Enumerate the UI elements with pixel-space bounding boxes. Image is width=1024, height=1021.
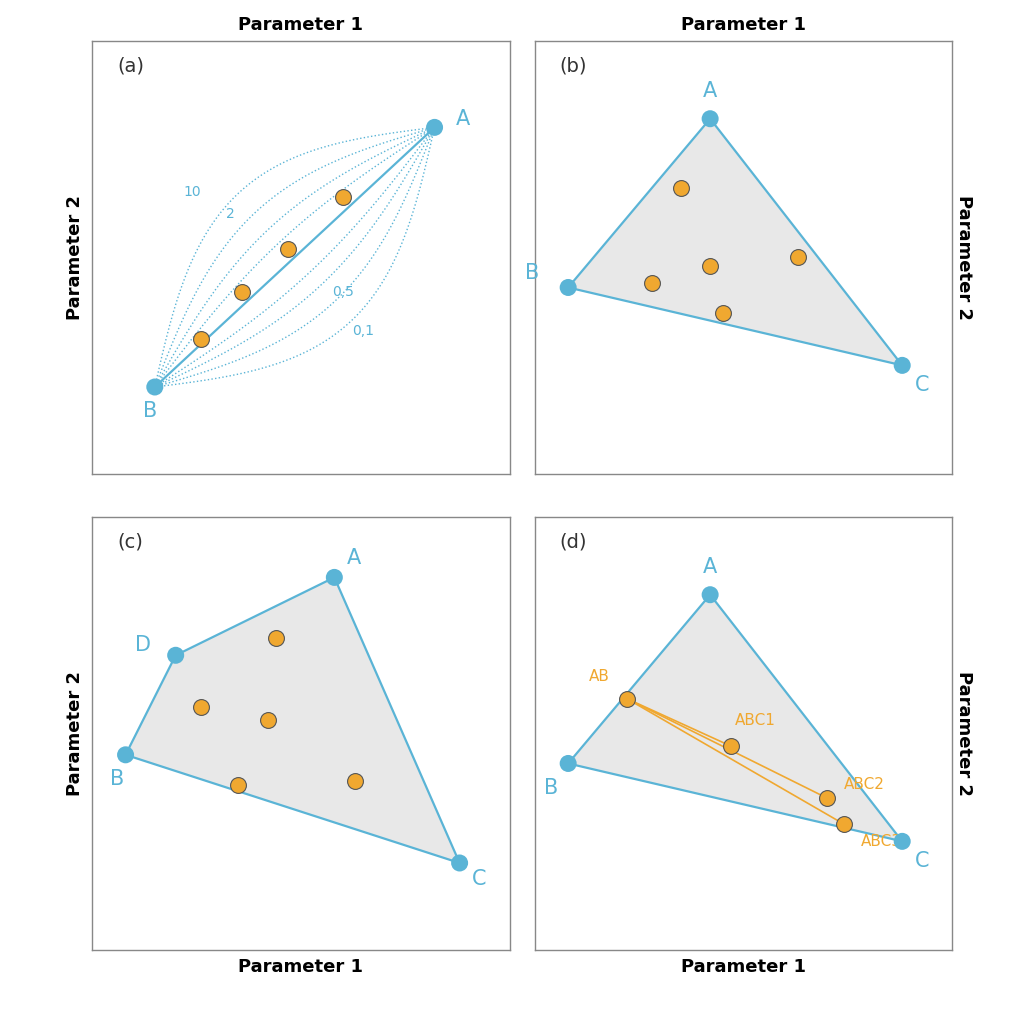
Text: C: C: [472, 869, 486, 888]
Title: Parameter 1: Parameter 1: [239, 15, 364, 34]
Point: [894, 833, 910, 849]
Point: [560, 756, 577, 772]
Point: [281, 240, 297, 256]
Text: A: A: [456, 108, 470, 129]
Text: (b): (b): [560, 56, 588, 76]
Point: [267, 630, 284, 646]
Text: AB: AB: [589, 669, 610, 684]
Y-axis label: Parameter 2: Parameter 2: [955, 195, 973, 320]
Text: B: B: [111, 769, 124, 789]
X-axis label: Parameter 1: Parameter 1: [681, 958, 806, 976]
Text: C: C: [914, 852, 929, 871]
Text: 2: 2: [225, 207, 234, 221]
Text: (c): (c): [117, 532, 143, 551]
Text: B: B: [545, 778, 559, 797]
Point: [819, 790, 836, 807]
Point: [146, 379, 163, 395]
Point: [701, 586, 718, 602]
Text: D: D: [134, 635, 151, 654]
Point: [335, 189, 351, 205]
Point: [715, 305, 731, 322]
Point: [234, 284, 251, 300]
Point: [701, 257, 718, 274]
Text: (a): (a): [117, 56, 144, 76]
Y-axis label: Parameter 2: Parameter 2: [66, 671, 84, 795]
Text: C: C: [914, 376, 929, 395]
Point: [894, 357, 910, 374]
Text: (d): (d): [560, 532, 588, 551]
Text: ABC3: ABC3: [860, 834, 901, 848]
Y-axis label: Parameter 2: Parameter 2: [955, 671, 973, 795]
Y-axis label: Parameter 2: Parameter 2: [66, 195, 84, 320]
Point: [836, 816, 852, 832]
Title: Parameter 1: Parameter 1: [681, 15, 806, 34]
Point: [327, 570, 343, 586]
Point: [643, 275, 659, 291]
Point: [560, 280, 577, 296]
Text: 0,5: 0,5: [332, 285, 353, 299]
Point: [673, 180, 689, 196]
Point: [723, 738, 739, 755]
X-axis label: Parameter 1: Parameter 1: [239, 958, 364, 976]
Point: [790, 249, 806, 265]
Text: A: A: [347, 548, 361, 569]
Text: B: B: [143, 401, 158, 422]
Text: ABC1: ABC1: [735, 713, 776, 728]
Point: [701, 110, 718, 127]
Text: A: A: [703, 557, 717, 577]
Point: [426, 119, 442, 136]
Point: [452, 855, 468, 871]
Point: [230, 777, 247, 793]
Point: [347, 773, 364, 789]
Point: [618, 690, 635, 707]
Text: B: B: [524, 262, 539, 283]
Text: ABC2: ABC2: [844, 777, 885, 792]
Point: [193, 331, 209, 347]
Point: [168, 647, 184, 664]
Polygon shape: [568, 118, 902, 366]
Text: A: A: [703, 81, 717, 101]
Text: 0,1: 0,1: [352, 324, 375, 338]
Point: [118, 746, 134, 763]
Polygon shape: [126, 578, 460, 863]
Point: [259, 712, 275, 728]
Point: [193, 699, 209, 716]
Text: 10: 10: [183, 185, 201, 199]
Polygon shape: [568, 594, 902, 841]
